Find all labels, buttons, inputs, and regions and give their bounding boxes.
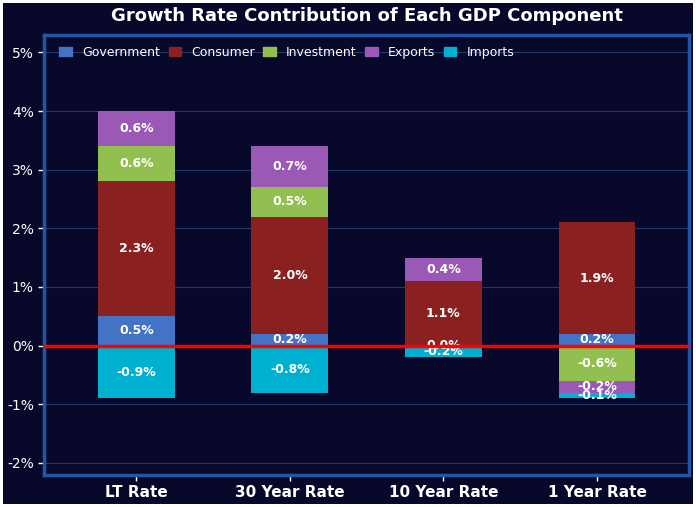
- Bar: [251, 346, 329, 392]
- Bar: [251, 334, 329, 346]
- Text: 1.9%: 1.9%: [580, 272, 615, 285]
- Text: 0.5%: 0.5%: [119, 324, 154, 338]
- Bar: [559, 223, 635, 334]
- Bar: [559, 392, 635, 399]
- Text: -0.2%: -0.2%: [423, 345, 464, 358]
- Bar: [251, 187, 329, 216]
- Text: -0.1%: -0.1%: [577, 389, 617, 402]
- Text: -0.9%: -0.9%: [116, 366, 156, 379]
- Text: 0.5%: 0.5%: [273, 196, 307, 208]
- Bar: [251, 146, 329, 187]
- Text: -0.8%: -0.8%: [270, 363, 310, 376]
- Text: 2.3%: 2.3%: [119, 242, 154, 256]
- Text: -0.6%: -0.6%: [577, 357, 617, 370]
- Bar: [559, 346, 635, 381]
- Bar: [98, 346, 175, 399]
- Text: -0.2%: -0.2%: [577, 380, 617, 393]
- Bar: [559, 334, 635, 346]
- Bar: [98, 182, 175, 316]
- Text: 0.2%: 0.2%: [273, 333, 307, 346]
- Text: 0.7%: 0.7%: [273, 160, 307, 173]
- Text: 0.2%: 0.2%: [580, 333, 615, 346]
- Bar: [559, 381, 635, 392]
- Bar: [98, 146, 175, 182]
- Bar: [405, 281, 482, 346]
- Text: 2.0%: 2.0%: [273, 269, 307, 282]
- Bar: [98, 316, 175, 346]
- Legend: Government, Consumer, Investment, Exports, Imports: Government, Consumer, Investment, Export…: [57, 43, 516, 61]
- Bar: [405, 346, 482, 357]
- Text: 0.6%: 0.6%: [119, 122, 154, 135]
- Bar: [251, 216, 329, 334]
- Text: 0.0%: 0.0%: [426, 339, 461, 352]
- Bar: [405, 258, 482, 281]
- Text: 0.6%: 0.6%: [119, 157, 154, 170]
- Bar: [98, 111, 175, 146]
- Text: 0.4%: 0.4%: [426, 263, 461, 276]
- Text: 1.1%: 1.1%: [426, 307, 461, 320]
- Title: Growth Rate Contribution of Each GDP Component: Growth Rate Contribution of Each GDP Com…: [111, 7, 623, 25]
